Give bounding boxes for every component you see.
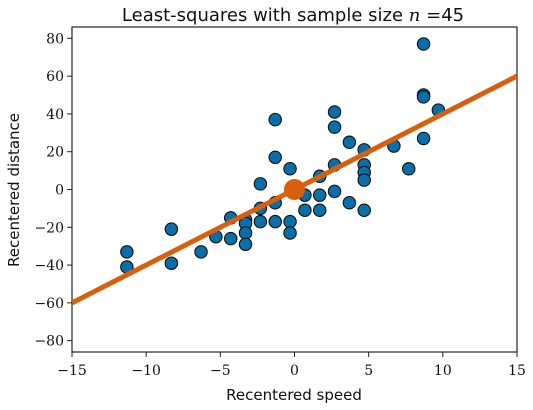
y-tick-label: −40	[34, 258, 64, 274]
y-tick-label: −60	[34, 296, 64, 312]
center-point	[284, 179, 305, 200]
x-tick-label: −5	[210, 363, 231, 379]
scatter-point	[342, 135, 357, 150]
scatter-point	[312, 188, 327, 202]
chart-title: Least-squares with sample size n =45	[122, 5, 464, 26]
scatter-point	[298, 203, 312, 218]
y-tick-label: −80	[34, 334, 64, 350]
y-axis-label: Recentered distance	[5, 113, 23, 267]
scatter-point	[283, 226, 297, 240]
scatter-point	[238, 237, 253, 252]
x-tick-label: −15	[57, 363, 87, 379]
scatter-point	[283, 161, 297, 176]
scatter-point	[238, 226, 253, 240]
y-tick-label: −20	[34, 220, 64, 236]
x-tick-label: 0	[290, 363, 299, 379]
scatter-point	[253, 214, 268, 229]
scatter-point	[416, 37, 431, 51]
scatter-point	[223, 231, 238, 246]
scatter-point	[268, 214, 282, 229]
scatter-point	[312, 203, 327, 218]
plot-content	[72, 37, 517, 306]
scatter-point	[194, 245, 208, 259]
scatter-point	[357, 173, 371, 187]
scatter-point	[357, 203, 371, 218]
chart-title-text: Least-squares with sample size	[122, 5, 409, 26]
scatter-point	[253, 177, 268, 191]
scatter-point	[120, 245, 134, 259]
scatter-point	[327, 105, 342, 119]
scatter-point	[164, 256, 179, 270]
y-tick-label: 60	[46, 69, 64, 85]
scatter-point	[327, 184, 342, 199]
x-tick-label: 10	[434, 363, 452, 379]
scatter-point	[416, 131, 431, 146]
plot-layer: −15 −10 −5 0 5 10 15 −80 −60 −40 −20 0 20 40 60 80	[34, 26, 526, 379]
scatter-point	[401, 161, 416, 176]
scatter-point	[327, 120, 342, 134]
scatter-point	[342, 195, 357, 210]
x-axis-label: Recentered speed	[226, 386, 362, 404]
scatter-point	[416, 90, 431, 104]
scatter-point	[283, 214, 297, 229]
x-tick-label: −10	[131, 363, 161, 379]
chart-title-value: 45	[441, 5, 464, 26]
scatter-point	[268, 150, 282, 165]
chart-title-math: n =	[409, 5, 441, 26]
y-tick-label: 40	[46, 107, 64, 123]
y-tick-label: 0	[55, 183, 64, 199]
scatter-point	[268, 112, 282, 127]
x-tick-label: 5	[364, 363, 373, 379]
scatter-point	[164, 222, 179, 236]
x-tick-label: 15	[508, 363, 526, 379]
y-tick-label: 20	[46, 145, 64, 161]
y-tick-label: 80	[46, 31, 64, 47]
